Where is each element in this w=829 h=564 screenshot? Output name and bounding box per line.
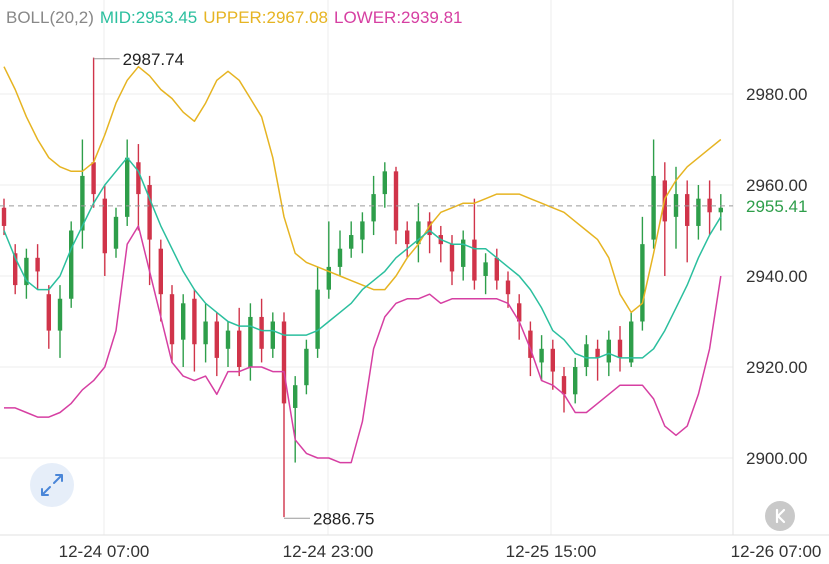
- candle-body: [136, 162, 141, 195]
- candle-body: [629, 321, 634, 363]
- candle-body: [416, 221, 421, 245]
- candle-body: [528, 330, 533, 358]
- candle-body: [550, 348, 555, 372]
- last-price-label: 2955.41: [746, 197, 807, 216]
- candle-body: [203, 321, 208, 345]
- y-tick-label: 2980.00: [746, 85, 807, 104]
- lower-band-line: [4, 225, 722, 464]
- candle-body: [326, 266, 331, 290]
- y-tick-label: 2920.00: [746, 358, 807, 377]
- candle-body: [405, 230, 410, 245]
- candle-body: [281, 321, 287, 404]
- y-tick-label: 2960.00: [746, 176, 807, 195]
- indicator-legend: BOLL(20,2) MID:2953.45 UPPER:2967.08 LOWER:…: [6, 8, 469, 28]
- candle-body: [214, 321, 219, 358]
- candle-body: [169, 294, 175, 345]
- candle-body: [707, 198, 712, 213]
- candle-body: [304, 348, 309, 386]
- candle-body: [69, 230, 74, 299]
- candle-body: [102, 198, 107, 254]
- x-tick-label: 12-24 23:00: [283, 542, 374, 561]
- candle-body: [24, 257, 29, 286]
- candle-body: [640, 244, 645, 322]
- candle-body: [181, 303, 186, 340]
- y-tick-label: 2940.00: [746, 267, 807, 286]
- legend-lower: LOWER:2939.81: [333, 8, 463, 27]
- candle-body: [617, 339, 623, 358]
- candle-body: [584, 344, 589, 367]
- candle-body: [483, 262, 488, 276]
- scroll-to-start-button[interactable]: [765, 501, 795, 531]
- y-tick-label: 2900.00: [746, 449, 807, 468]
- candle-body: [606, 339, 611, 363]
- candle-body: [237, 330, 242, 367]
- candle-body: [13, 253, 18, 286]
- candle-body: [46, 294, 51, 331]
- candle-body: [561, 376, 567, 395]
- candle-body: [270, 321, 275, 349]
- candle-body: [337, 248, 343, 267]
- candle-body: [472, 239, 477, 281]
- candle-body: [349, 235, 354, 249]
- candle-body: [505, 280, 511, 295]
- candle-body: [539, 348, 544, 363]
- legend-boll: BOLL(20,2): [6, 8, 94, 27]
- candle-body: [147, 185, 152, 240]
- chevron-left-icon: [775, 508, 786, 524]
- candle-body: [595, 348, 600, 358]
- candle-body: [248, 316, 253, 367]
- chart-labels: 2980.00 2960.00 2940.00 2920.00 2900.00 12-24…: [0, 50, 821, 561]
- candle-body: [158, 248, 163, 295]
- candle-body: [91, 162, 96, 195]
- candle-body: [293, 385, 298, 408]
- candle-body: [382, 171, 387, 195]
- low-price-label: 2886.75: [313, 509, 374, 528]
- candle-body: [449, 244, 455, 272]
- candle-body: [360, 221, 365, 240]
- candle-body: [685, 194, 690, 226]
- expand-arrows-icon: [41, 474, 63, 496]
- candle-body: [1, 207, 7, 226]
- bollinger-bands: [3, 65, 722, 464]
- mid-band-line: [3, 156, 722, 359]
- candle-body: [315, 289, 320, 349]
- candle-body: [651, 175, 656, 240]
- candle-body: [225, 330, 231, 349]
- candle-body: [573, 367, 578, 395]
- chart-grid: [0, 0, 829, 536]
- high-price-label: 2987.74: [123, 50, 184, 69]
- candle-body: [57, 298, 63, 331]
- x-tick-label: 12-24 07:00: [59, 542, 150, 561]
- candle-body: [35, 257, 40, 272]
- legend-mid: MID:2953.45: [99, 8, 198, 27]
- candle-body: [80, 175, 85, 231]
- upper-band-line: [3, 65, 722, 314]
- expand-chart-button[interactable]: [30, 463, 74, 507]
- candle-body: [371, 194, 376, 222]
- legend-upper: UPPER:2967.08: [203, 8, 328, 27]
- candle-body: [125, 157, 130, 217]
- candle-body: [427, 221, 432, 236]
- candle-body: [259, 316, 264, 349]
- candle-body: [461, 239, 466, 267]
- candle-body: [718, 207, 723, 213]
- candle-body: [517, 303, 522, 322]
- candle-body: [393, 171, 399, 231]
- x-tick-label: 12-26 07:00: [731, 542, 822, 561]
- candle-body: [696, 198, 701, 226]
- x-tick-label: 12-25 15:00: [506, 542, 597, 561]
- candle-body: [113, 216, 119, 249]
- candles: [1, 57, 723, 518]
- candle-body: [494, 257, 499, 281]
- candle-body: [192, 298, 197, 345]
